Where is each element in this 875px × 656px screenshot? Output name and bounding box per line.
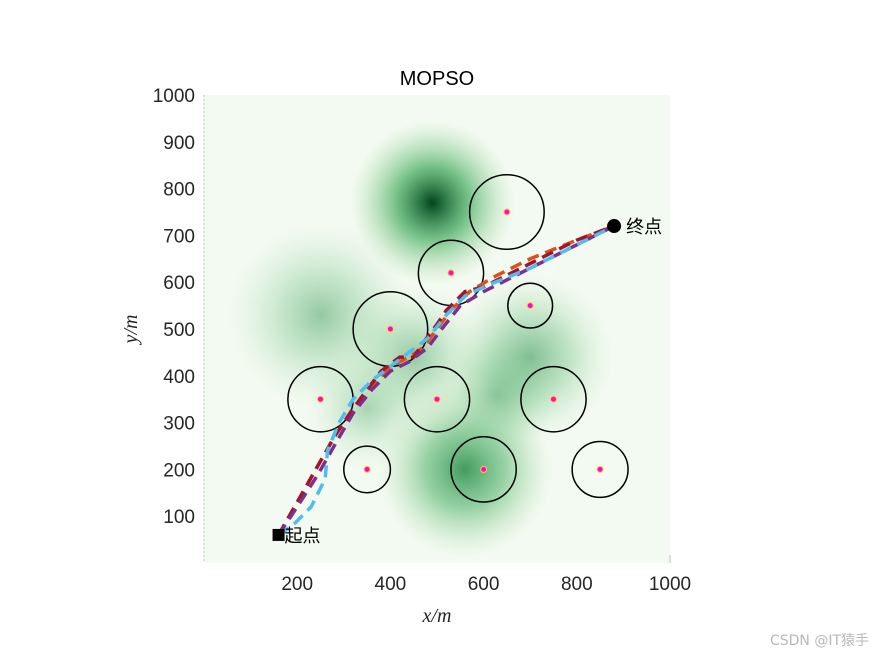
x-tick-label: 800 [561, 574, 593, 595]
y-tick-label: 1000 [153, 86, 195, 107]
obstacle-circle [507, 282, 554, 329]
obstacle-center [596, 465, 604, 473]
obstacle-center [447, 269, 455, 277]
path-line [277, 224, 615, 537]
obstacle-circle [571, 440, 629, 499]
hill [350, 120, 515, 285]
obstacle-circle [343, 445, 392, 494]
plot-area: 起点 终点 [203, 95, 671, 563]
path-line [277, 224, 615, 536]
y-tick-label: 800 [163, 180, 195, 201]
y-tick-label: 200 [163, 460, 195, 481]
end-label: 终点 [626, 217, 662, 238]
obstacle-center [433, 395, 441, 403]
obstacle-center [503, 208, 511, 216]
obstacle-center [550, 395, 557, 403]
obstacle-center [526, 302, 534, 310]
y-tick-label: 400 [163, 367, 195, 388]
x-axis-label: x/m [422, 605, 452, 627]
y-tick-label: 300 [163, 414, 195, 435]
markers: 起点 终点 [272, 217, 662, 547]
obstacle-center [480, 465, 488, 473]
obstacle-circle [403, 365, 471, 433]
x-axis-ticks: 200 400 600 800 1000 [281, 574, 691, 595]
x-tick-label: 600 [468, 574, 500, 595]
obstacle-center [317, 395, 324, 403]
watermark: CSDN @IT猿手 [769, 633, 869, 649]
chart-title: MOPSO [400, 68, 474, 90]
obstacle-circle [520, 365, 587, 433]
y-tick-label: 600 [163, 273, 195, 294]
start-label: 起点 [285, 526, 321, 547]
obstacle-circle [468, 173, 545, 251]
obstacles [287, 173, 629, 503]
y-tick-label: 100 [163, 507, 195, 528]
obstacle-center [363, 465, 371, 473]
hill [305, 347, 429, 471]
hill [436, 333, 560, 457]
paths [277, 224, 615, 537]
obstacle-circle [450, 436, 517, 503]
end-marker [607, 219, 622, 234]
y-tick-label: 700 [163, 226, 195, 247]
obstacle-center [386, 325, 394, 333]
terrain-heatmap [228, 120, 613, 557]
y-tick-label: 500 [163, 320, 195, 341]
y-axis-label: y/m [120, 315, 142, 346]
x-tick-label: 400 [375, 574, 407, 595]
y-tick-label: 900 [163, 133, 195, 154]
x-tick-label: 1000 [649, 574, 691, 595]
start-marker [272, 528, 285, 541]
x-tick-label: 200 [281, 574, 313, 595]
y-axis-ticks: 100 200 300 400 500 600 700 800 900 1000 [153, 86, 195, 528]
